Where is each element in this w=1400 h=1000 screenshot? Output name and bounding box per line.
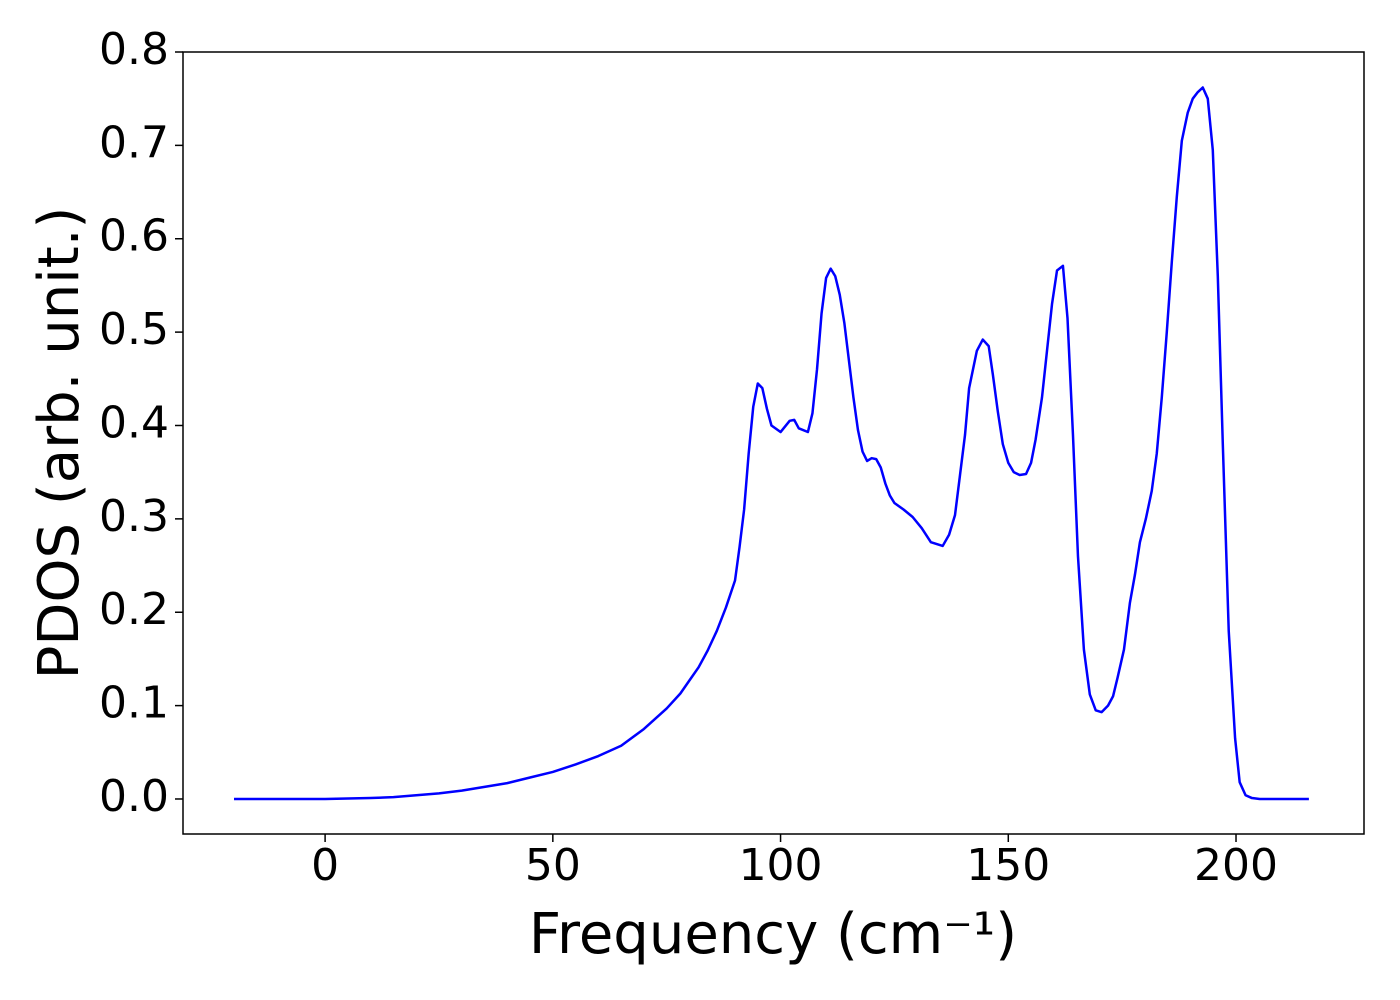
y-tick-label: 0.6 <box>99 211 169 262</box>
line-series <box>234 86 1309 801</box>
y-tick-label: 0.5 <box>99 304 169 355</box>
plot-frame <box>182 51 1365 835</box>
x-tick-label: 100 <box>739 840 823 891</box>
y-tick-label: 0.4 <box>99 397 169 448</box>
y-tick-label: 0.0 <box>99 771 169 822</box>
y-axis-label: PDOS (arb. unit.) <box>27 207 92 680</box>
y-tick-label: 0.8 <box>99 24 169 75</box>
x-tick-label: 150 <box>966 840 1050 891</box>
x-tick-label: 50 <box>525 840 581 891</box>
x-tick-label: 0 <box>311 840 339 891</box>
y-tick-label: 0.3 <box>99 491 169 542</box>
y-tick-label: 0.2 <box>99 584 169 635</box>
y-tick-label: 0.7 <box>99 117 169 168</box>
x-axis-label: Frequency (cm⁻¹) <box>529 902 1017 967</box>
y-tick-label: 0.1 <box>99 678 169 729</box>
x-tick-label: 200 <box>1194 840 1278 891</box>
